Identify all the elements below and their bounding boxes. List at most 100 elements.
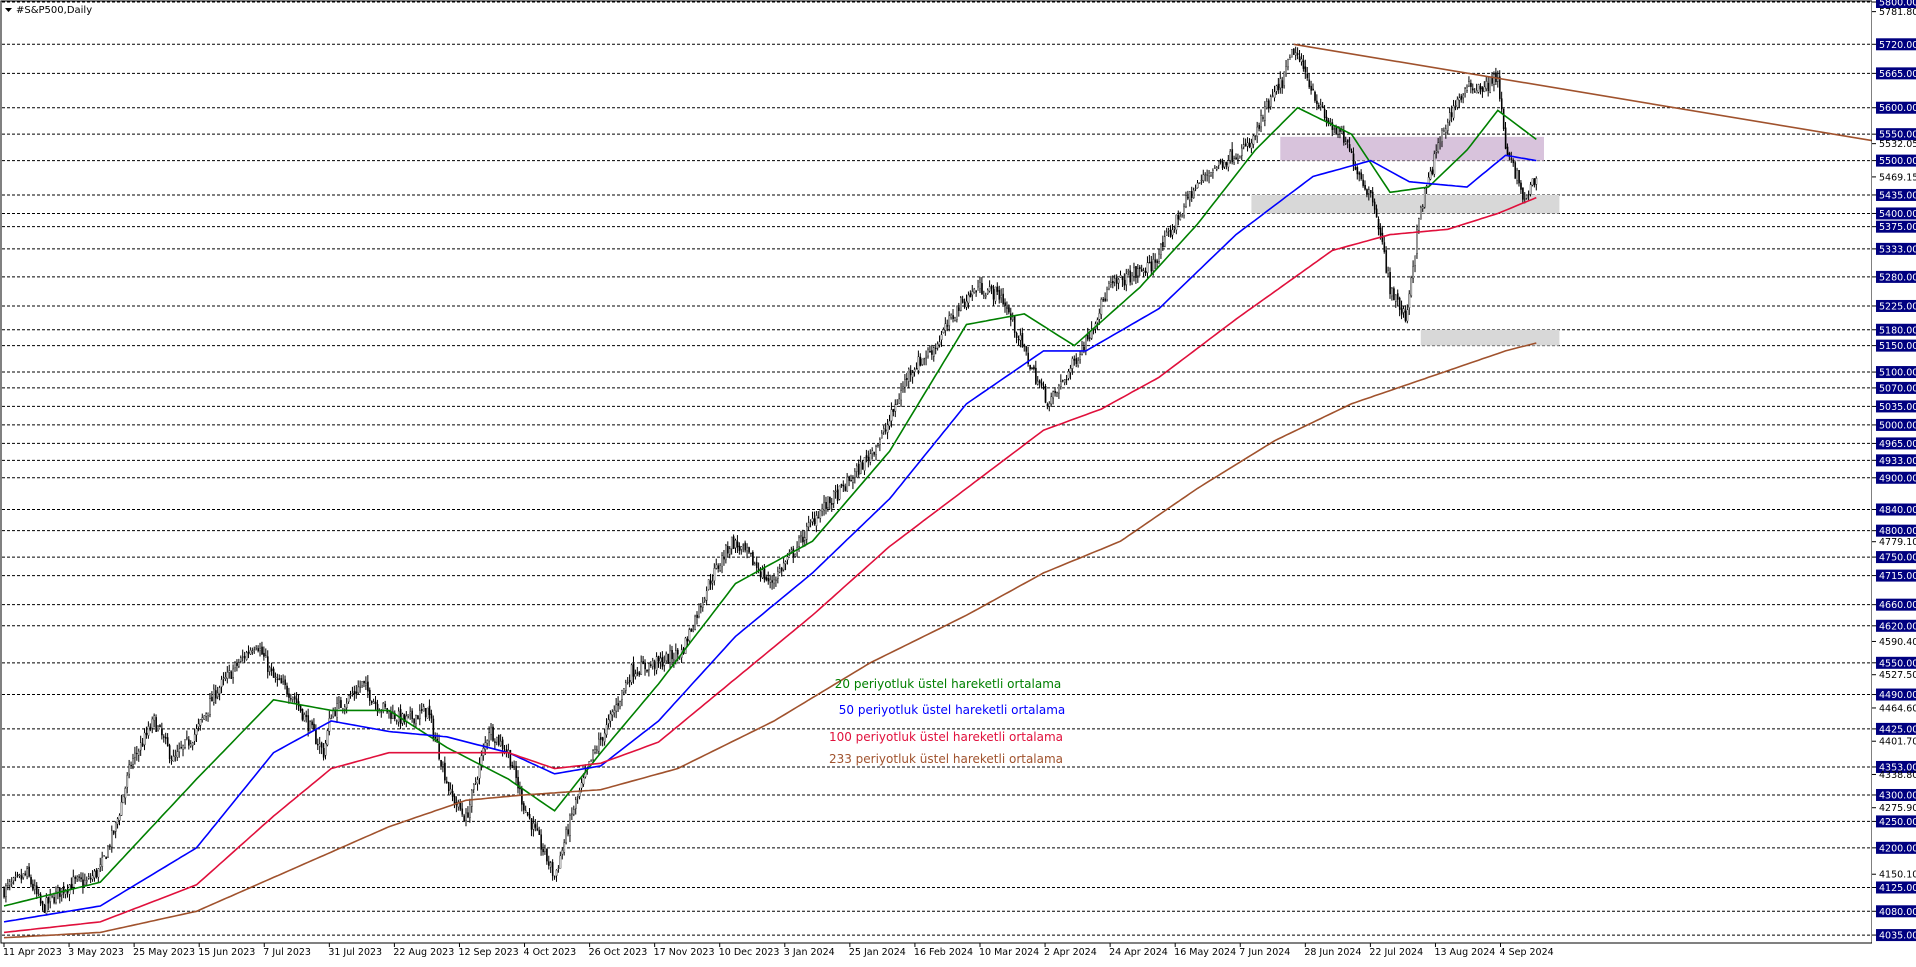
price-plain-label: 4275.90 [1879, 803, 1916, 814]
candle-body [1058, 385, 1060, 394]
candle-body [1291, 49, 1293, 58]
candle-body [1422, 206, 1424, 210]
candle-body [447, 782, 450, 792]
candle-body [929, 350, 931, 353]
candle-body [45, 897, 48, 914]
candle-body [10, 881, 13, 884]
candle-body [625, 682, 627, 691]
candle-body [72, 876, 75, 888]
candle-body [482, 748, 485, 756]
candle-body [854, 471, 856, 478]
candle-body [1110, 282, 1112, 285]
candle-body [1462, 94, 1465, 99]
candle-body [1229, 151, 1232, 161]
price-level-box [1876, 598, 1916, 611]
candle-body [1360, 172, 1363, 180]
candle-body [879, 439, 881, 446]
price-level-box [1876, 220, 1916, 233]
candle-body [1487, 82, 1490, 91]
candle-body [1431, 169, 1434, 174]
candle-body [582, 777, 585, 785]
date-label: 13 Aug 2024 [1434, 947, 1495, 958]
candle-body [1075, 358, 1078, 364]
candle-body [1452, 105, 1455, 119]
candle-body [7, 883, 9, 886]
price-plain-label: 4338.80 [1879, 770, 1916, 781]
candle-body [1273, 91, 1276, 98]
candle-body [900, 390, 902, 401]
candle-body [1206, 174, 1209, 176]
candle-body [164, 736, 167, 739]
candle-body [884, 429, 887, 432]
candle-body [1223, 161, 1226, 168]
candle-body [821, 508, 824, 512]
price-level-box [1876, 38, 1916, 51]
candle-body [615, 704, 618, 712]
candle-body [759, 571, 762, 578]
candle-body [913, 369, 916, 372]
ma-legend: 20 periyotluk üstel hareketli ortalama 50… [829, 677, 1065, 766]
candle-body [1310, 85, 1312, 91]
date-label: 10 Mar 2024 [979, 947, 1039, 958]
candle-body [600, 737, 602, 740]
candle-body [417, 715, 419, 720]
candle-body [665, 653, 668, 662]
candle-body [1352, 153, 1355, 167]
candle-body [1454, 105, 1457, 107]
candle-body [960, 297, 962, 312]
candle-body [936, 343, 939, 349]
candle-body [811, 518, 814, 522]
candle-body [846, 476, 849, 492]
candle-body [203, 715, 206, 720]
candle-body [369, 689, 371, 701]
candle-body [702, 602, 704, 608]
candle-body [673, 659, 675, 661]
candle-body [382, 703, 385, 711]
candle-body [459, 803, 462, 810]
candle-body [975, 290, 978, 293]
candle-body [908, 368, 910, 382]
candle-body [1316, 100, 1318, 105]
candle-body [509, 750, 512, 767]
candle-body [819, 510, 822, 519]
candle-body [228, 670, 231, 673]
candle-body [1085, 335, 1087, 351]
price-level-box [1876, 503, 1916, 516]
symbol-label: #S&P500,Daily [16, 5, 92, 16]
candle-body [22, 873, 25, 878]
candle-body [374, 701, 377, 705]
candle-body [977, 286, 979, 291]
price-level-box [1876, 188, 1916, 201]
candle-body [902, 386, 904, 390]
candle-body [863, 457, 866, 471]
candle-body [1127, 270, 1130, 273]
candle-body [686, 638, 689, 642]
price-level-label: 4125.00 [1879, 883, 1916, 894]
candle-body [70, 883, 73, 889]
candle-body [613, 709, 616, 714]
candle-body [1321, 105, 1324, 108]
candle-body [113, 830, 115, 834]
candle-body [178, 748, 181, 753]
triangle-down-icon[interactable] [5, 8, 12, 12]
candle-body [1004, 302, 1006, 306]
candle-body [548, 861, 550, 866]
candle-body [536, 828, 539, 831]
price-level-label: 4840.00 [1879, 505, 1916, 516]
candle-body [894, 404, 897, 412]
candle-body [1012, 316, 1014, 321]
candle-body [12, 877, 15, 882]
candle-body [342, 708, 344, 710]
candle-body [553, 876, 556, 878]
candle-body [394, 712, 396, 720]
candle-body [1208, 172, 1210, 177]
candle-body [1404, 310, 1407, 321]
candle-body [1402, 308, 1405, 313]
candle-body [1069, 368, 1072, 373]
candle-body [422, 706, 425, 712]
candle-body [1275, 85, 1278, 92]
candle-body [775, 579, 777, 581]
candle-body [1343, 130, 1345, 143]
